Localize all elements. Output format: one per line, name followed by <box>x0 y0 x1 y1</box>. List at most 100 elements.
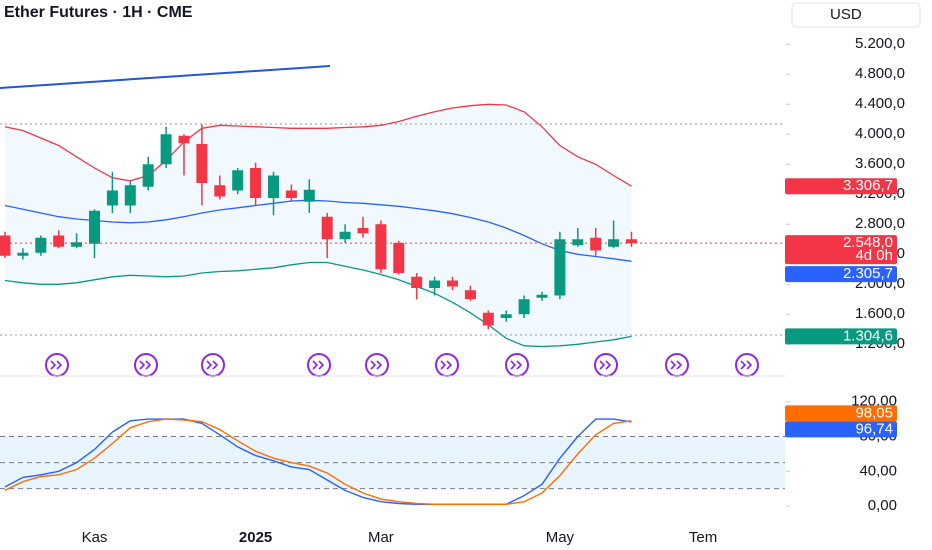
last-value-box <box>785 235 897 265</box>
event-icon <box>505 353 529 377</box>
candle-body <box>106 190 118 206</box>
event-icon <box>435 353 459 377</box>
event-marker[interactable] <box>735 353 759 377</box>
y-tick-label: 4.800,0 <box>855 65 905 82</box>
candle-body <box>375 224 387 270</box>
event-glyph <box>370 360 383 370</box>
y-tick-label: 5.200,0 <box>855 35 905 52</box>
currency: USD <box>830 6 862 23</box>
event-marker[interactable] <box>594 353 618 377</box>
candle-body <box>536 294 548 298</box>
candle-body <box>554 239 566 296</box>
last-value-box <box>785 405 897 422</box>
candle-body <box>160 134 172 165</box>
candle-body <box>626 239 637 244</box>
candle-body <box>178 135 190 144</box>
event-glyph <box>139 360 152 370</box>
event-icon <box>665 353 689 377</box>
candle-body <box>464 290 476 300</box>
y-tick-label: 2.800,0 <box>855 215 905 232</box>
candle-body <box>518 299 530 315</box>
candle-body <box>608 239 620 247</box>
candle-body <box>447 280 458 287</box>
candle-body <box>500 314 512 318</box>
candle-body <box>0 235 11 256</box>
event-marker[interactable] <box>505 353 529 377</box>
oscillator-line <box>4 418 632 505</box>
band-line <box>4 103 632 187</box>
event-glyph <box>206 360 219 370</box>
last-value-box <box>785 421 897 438</box>
event-icon <box>735 353 759 377</box>
event-glyph <box>440 360 453 370</box>
event-icon <box>45 353 69 377</box>
event-marker[interactable] <box>45 353 69 377</box>
y-tick-label: 3.600,0 <box>855 155 905 172</box>
candle-body <box>303 189 315 202</box>
event-icon <box>201 353 225 377</box>
last-value-label: 1.304,6 <box>843 327 893 344</box>
event-marker[interactable] <box>365 353 389 377</box>
y-tick-label: 40,00 <box>859 462 897 479</box>
last-value-label: 3.306,7 <box>843 177 893 194</box>
currency-box[interactable] <box>791 2 921 28</box>
event-icon <box>307 353 331 377</box>
x-tick-label: Kas <box>82 529 108 546</box>
candle-body <box>285 190 297 198</box>
event-glyph <box>670 360 683 370</box>
candle-body <box>321 216 333 240</box>
candle-body <box>411 276 423 288</box>
last-value-box <box>785 328 897 345</box>
price-axis <box>786 30 932 550</box>
candle-body <box>232 170 244 191</box>
y-tick-label: 4.400,0 <box>855 95 905 112</box>
event-glyph <box>312 360 325 370</box>
event-marker[interactable] <box>134 353 158 377</box>
candle-body <box>53 235 65 247</box>
event-marker[interactable] <box>435 353 459 377</box>
oscillator-line <box>4 418 632 505</box>
x-tick-label: 2025 <box>239 529 272 546</box>
y-tick-label: 1.600,0 <box>855 305 905 322</box>
event-glyph <box>50 360 63 370</box>
candle-body <box>268 175 279 198</box>
event-icon <box>594 353 618 377</box>
candle-body <box>214 185 226 197</box>
candle-body <box>339 231 351 240</box>
event-glyph <box>599 360 612 370</box>
candle-body <box>71 242 83 247</box>
candle-body <box>89 210 100 244</box>
event-marker[interactable] <box>201 353 225 377</box>
event-icon <box>134 353 158 377</box>
y-tick-label: 0,00 <box>868 497 897 514</box>
last-value-label: 98,05 <box>855 404 893 421</box>
candle-body <box>124 185 136 206</box>
candle-body <box>17 252 29 256</box>
band-line <box>4 199 632 262</box>
plot-area <box>0 103 759 377</box>
event-marker[interactable] <box>665 353 689 377</box>
y-tick-label: 4.000,0 <box>855 125 905 142</box>
x-tick-label: Tem <box>689 529 717 546</box>
candle-body <box>572 239 584 246</box>
countdown: 4d 0h <box>855 247 893 264</box>
candle-body <box>393 243 405 273</box>
candle-body <box>590 237 602 251</box>
candle-body <box>250 168 262 198</box>
x-tick-label: Mar <box>368 529 394 546</box>
candle-body <box>196 144 208 183</box>
chart-title: Ether Futures · 1H · CME <box>4 4 193 21</box>
last-value-label: 96,74 <box>855 420 893 437</box>
last-value-box <box>785 266 897 283</box>
last-value-label: 2.305,7 <box>843 265 893 282</box>
last-value-label: 2.548,0 <box>843 234 893 251</box>
event-glyph <box>510 360 523 370</box>
event-marker[interactable] <box>307 353 331 377</box>
candle-body <box>482 312 494 326</box>
candle-body <box>35 237 47 253</box>
candle-body <box>142 164 154 187</box>
event-glyph <box>740 360 753 370</box>
event-icon <box>365 353 389 377</box>
